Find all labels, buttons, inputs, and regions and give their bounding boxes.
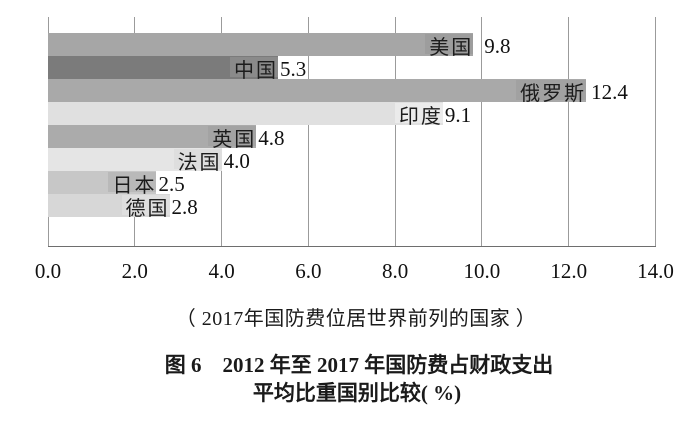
bar-value-label-usa: 9.8: [484, 33, 511, 58]
bar-category-label-china: 中国: [229, 57, 278, 82]
chart-title-line2: 平均比重国别比较( %): [252, 381, 462, 405]
bar-usa: 美国: [48, 32, 474, 59]
bar-value-label-russia: 12.4: [591, 79, 628, 104]
x-axis-tick-label-4.0: 4.0: [208, 259, 235, 283]
bar-value-label-china: 5.3: [279, 56, 307, 81]
x-axis-tick-label-0.0: 0.0: [34, 259, 62, 283]
gridline-x-10.0: [481, 16, 483, 246]
x-axis-tick-label-2.0: 2.0: [121, 259, 148, 283]
bar-value-label-germany: 2.8: [171, 194, 198, 219]
bar-category-label-text: 日本: [112, 175, 157, 197]
bar-japan: 日本: [48, 170, 157, 197]
x-axis-line: [47, 246, 656, 247]
bar-category-label-usa: 美国: [425, 34, 474, 59]
x-axis-tick-label-8.0: 8.0: [382, 259, 409, 283]
x-axis-tick-label-14.0: 14.0: [637, 259, 674, 283]
bar-category-label-text: 俄罗斯: [520, 83, 587, 105]
bar-category-label-russia: 俄罗斯: [516, 80, 587, 105]
bar-uk: 英国: [48, 124, 257, 151]
bar-category-label-text: 中国: [233, 60, 278, 82]
gridline-x-12.0: [568, 16, 570, 246]
bar-category-label-text: 美国: [429, 37, 474, 59]
bar-germany: 德国: [48, 193, 170, 220]
bar-category-label-text: 德国: [125, 198, 170, 220]
bar-india: 印度: [48, 101, 443, 128]
chart-title-line1: 图 6 2012 年至 2017 年国防费占财政支出: [164, 352, 554, 377]
bar-category-label-japan: 日本: [108, 172, 157, 197]
bar-category-label-text: 印度: [398, 106, 443, 128]
bar-category-label-germany: 德国: [121, 195, 170, 220]
bar-value-label-japan: 2.5: [158, 171, 185, 196]
bar-france: 法国: [48, 147, 222, 174]
bar-category-label-france: 法国: [173, 149, 222, 174]
bar-category-label-text: 法国: [177, 152, 222, 174]
gridline-x-6.0: [307, 16, 309, 246]
bar-value-label-uk: 4.8: [258, 125, 285, 150]
gridline-x-14.0: [655, 16, 656, 246]
chart-subtitle: （ 2017年国防费位居世界前列的国家 ）: [175, 308, 537, 330]
x-axis-tick-label-10.0: 10.0: [463, 259, 501, 283]
bar-category-label-india: 印度: [394, 103, 443, 128]
x-axis-tick-label-12.0: 12.0: [550, 259, 588, 283]
gridline-x-8.0: [394, 16, 396, 246]
bar-category-label-text: 英国: [212, 129, 257, 151]
bar-value-label-india: 9.1: [444, 102, 472, 127]
x-axis-tick-label-6.0: 6.0: [295, 259, 322, 283]
bar-china: 中国: [48, 55, 278, 82]
bar-value-label-france: 4.0: [223, 148, 250, 173]
bar-category-label-uk: 英国: [208, 126, 257, 151]
bar-russia: 俄罗斯: [48, 78, 587, 105]
